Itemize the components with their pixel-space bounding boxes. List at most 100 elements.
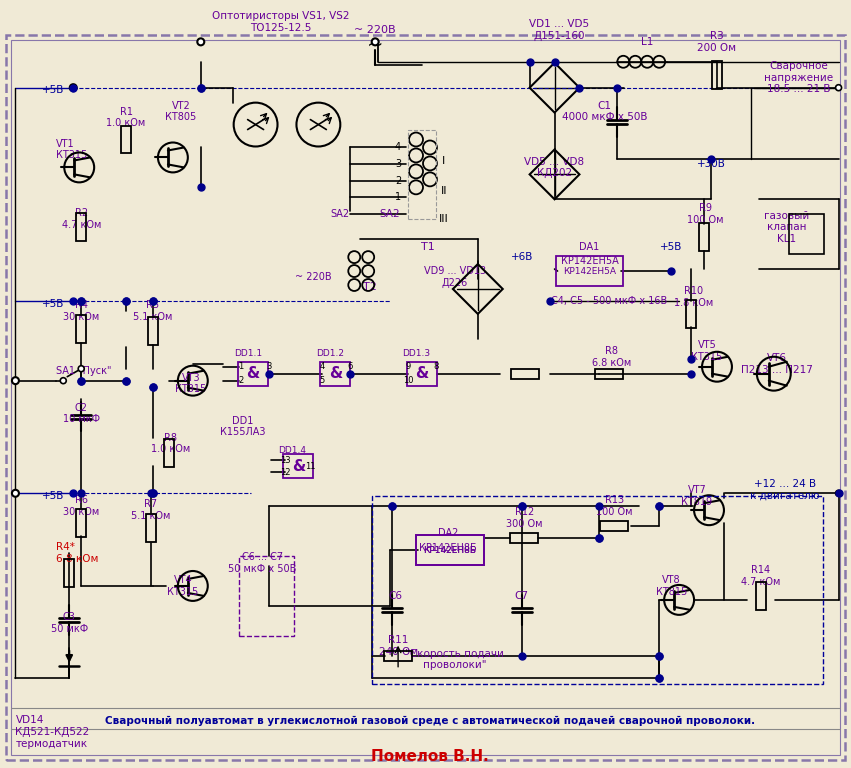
Text: DD1.4: DD1.4 xyxy=(278,446,306,455)
Bar xyxy=(789,214,824,254)
Text: КР142ЕН8Б: КР142ЕН8Б xyxy=(419,543,477,553)
Text: 8: 8 xyxy=(433,362,438,371)
Text: I: I xyxy=(443,157,446,167)
Text: +12 ... 24 В
к двигателю: +12 ... 24 В к двигателю xyxy=(750,479,820,501)
Text: SA2: SA2 xyxy=(331,209,350,219)
Text: R9
100 Ом: R9 100 Ом xyxy=(687,204,723,225)
Circle shape xyxy=(372,38,379,45)
Text: &: & xyxy=(415,366,429,381)
Text: 9: 9 xyxy=(405,362,411,371)
Circle shape xyxy=(836,490,842,496)
Bar xyxy=(320,362,351,386)
Text: VD1 ... VD5
Д151-160: VD1 ... VD5 Д151-160 xyxy=(529,19,590,41)
Text: +5В: +5В xyxy=(42,84,65,94)
Text: DD1.3: DD1.3 xyxy=(402,349,430,358)
Bar xyxy=(77,214,86,241)
Circle shape xyxy=(836,84,842,91)
Text: 13: 13 xyxy=(280,456,291,465)
Text: 6: 6 xyxy=(347,362,353,371)
Bar xyxy=(756,582,766,610)
Text: Оптотиристоры VS1, VS2
ТО125-12.5: Оптотиристоры VS1, VS2 ТО125-12.5 xyxy=(212,11,349,33)
Text: R11
240 Ом: R11 240 Ом xyxy=(379,635,418,657)
Text: R7
5.1 кОм: R7 5.1 кОм xyxy=(131,499,171,521)
Text: SA2: SA2 xyxy=(380,209,401,219)
Bar xyxy=(77,509,86,537)
Text: Помелов В.Н.: Помелов В.Н. xyxy=(371,750,488,764)
Bar xyxy=(699,223,709,251)
Text: R4
30 кОм: R4 30 кОм xyxy=(63,300,100,322)
Bar xyxy=(408,130,436,219)
Bar xyxy=(407,362,437,386)
Text: R6
30 кОм: R6 30 кОм xyxy=(63,495,100,517)
Text: &: & xyxy=(292,458,305,474)
Text: +5В: +5В xyxy=(42,492,65,502)
Text: C2
10 мкФ: C2 10 мкФ xyxy=(63,402,100,425)
Circle shape xyxy=(197,38,204,45)
Text: VD9 ... VD13
Д226: VD9 ... VD13 Д226 xyxy=(424,266,486,288)
Text: ~: ~ xyxy=(367,35,383,55)
Text: C1
4000 мкФ х 50В: C1 4000 мкФ х 50В xyxy=(562,101,647,122)
Text: DD1.1: DD1.1 xyxy=(235,349,263,358)
Bar xyxy=(416,535,484,565)
Text: 4: 4 xyxy=(395,143,401,153)
Circle shape xyxy=(70,84,77,91)
Text: T2: T2 xyxy=(363,282,377,292)
Text: R8
1.0 кОм: R8 1.0 кОм xyxy=(151,432,191,454)
Text: C6 ... C7
50 мкФ х 50В: C6 ... C7 50 мкФ х 50В xyxy=(228,552,297,574)
Text: VT8
КТ815: VT8 КТ815 xyxy=(655,575,687,597)
Text: C4, C5 - 500 мкФ х 16В: C4, C5 - 500 мкФ х 16В xyxy=(551,296,667,306)
Bar xyxy=(510,533,538,543)
Text: R3
200 Ом: R3 200 Ом xyxy=(698,31,736,53)
Text: ~ 220В: ~ 220В xyxy=(354,25,396,35)
Bar xyxy=(712,61,722,88)
Text: 3: 3 xyxy=(266,362,271,371)
Text: 1: 1 xyxy=(395,192,401,202)
Text: III: III xyxy=(439,214,448,224)
Text: Сварочное
напряжение
18.5 ... 21 В: Сварочное напряжение 18.5 ... 21 В xyxy=(764,61,833,94)
Text: VT2
КТ805: VT2 КТ805 xyxy=(165,101,197,122)
Text: КР142ЕН5А: КР142ЕН5А xyxy=(561,256,619,266)
Bar xyxy=(686,300,696,328)
Text: 5: 5 xyxy=(320,376,325,386)
Text: 12: 12 xyxy=(280,468,291,477)
Text: КР142ЕН8Б: КР142ЕН8Б xyxy=(424,545,477,554)
Text: DD1
К155ЛА3: DD1 К155ЛА3 xyxy=(220,415,266,437)
Text: L1: L1 xyxy=(641,37,654,47)
Text: R14
4.7 кОм: R14 4.7 кОм xyxy=(741,565,780,587)
Text: &: & xyxy=(246,366,260,381)
Text: 3: 3 xyxy=(395,160,401,170)
Text: газовый
клапан
KL1: газовый клапан KL1 xyxy=(764,210,809,243)
Bar xyxy=(238,556,294,636)
Text: VT4
КТ315: VT4 КТ315 xyxy=(168,575,198,597)
Text: Сварочный полуавтомат в углекислотной газовой среде с автоматической подачей сва: Сварочный полуавтомат в углекислотной га… xyxy=(105,716,755,726)
Bar xyxy=(596,369,623,379)
Bar xyxy=(556,256,623,286)
Text: R12
300 Ом: R12 300 Ом xyxy=(506,508,543,529)
Bar xyxy=(283,455,313,478)
Text: 1: 1 xyxy=(238,362,243,371)
Text: "Скорость подачи
проволоки": "Скорость подачи проволоки" xyxy=(405,649,505,670)
Bar xyxy=(384,650,412,660)
Text: VT1
КТ315: VT1 КТ315 xyxy=(56,139,88,161)
Text: C6: C6 xyxy=(388,591,403,601)
Bar xyxy=(601,521,628,531)
Circle shape xyxy=(12,490,19,497)
Text: DA2: DA2 xyxy=(437,528,458,538)
Bar xyxy=(77,315,86,343)
Text: R4*
6.8 кОм: R4* 6.8 кОм xyxy=(56,542,99,564)
Text: VT5
КТ315: VT5 КТ315 xyxy=(691,340,722,362)
Text: C7: C7 xyxy=(515,591,528,601)
Text: C3
50 мкФ: C3 50 мкФ xyxy=(50,612,88,634)
Text: 2: 2 xyxy=(238,376,243,386)
Text: +5В: +5В xyxy=(660,242,683,252)
Bar xyxy=(511,369,539,379)
Text: II: II xyxy=(441,187,447,197)
Text: VT6
П213 ... П217: VT6 П213 ... П217 xyxy=(741,353,813,375)
Text: КР142ЕН5А: КР142ЕН5А xyxy=(563,266,616,276)
Text: R1
1.0 кОм: R1 1.0 кОм xyxy=(106,107,146,128)
Bar xyxy=(237,362,267,386)
Bar xyxy=(372,496,823,684)
Text: VT7
КТ819: VT7 КТ819 xyxy=(682,485,712,507)
Text: 2: 2 xyxy=(395,177,401,187)
Circle shape xyxy=(78,366,84,372)
